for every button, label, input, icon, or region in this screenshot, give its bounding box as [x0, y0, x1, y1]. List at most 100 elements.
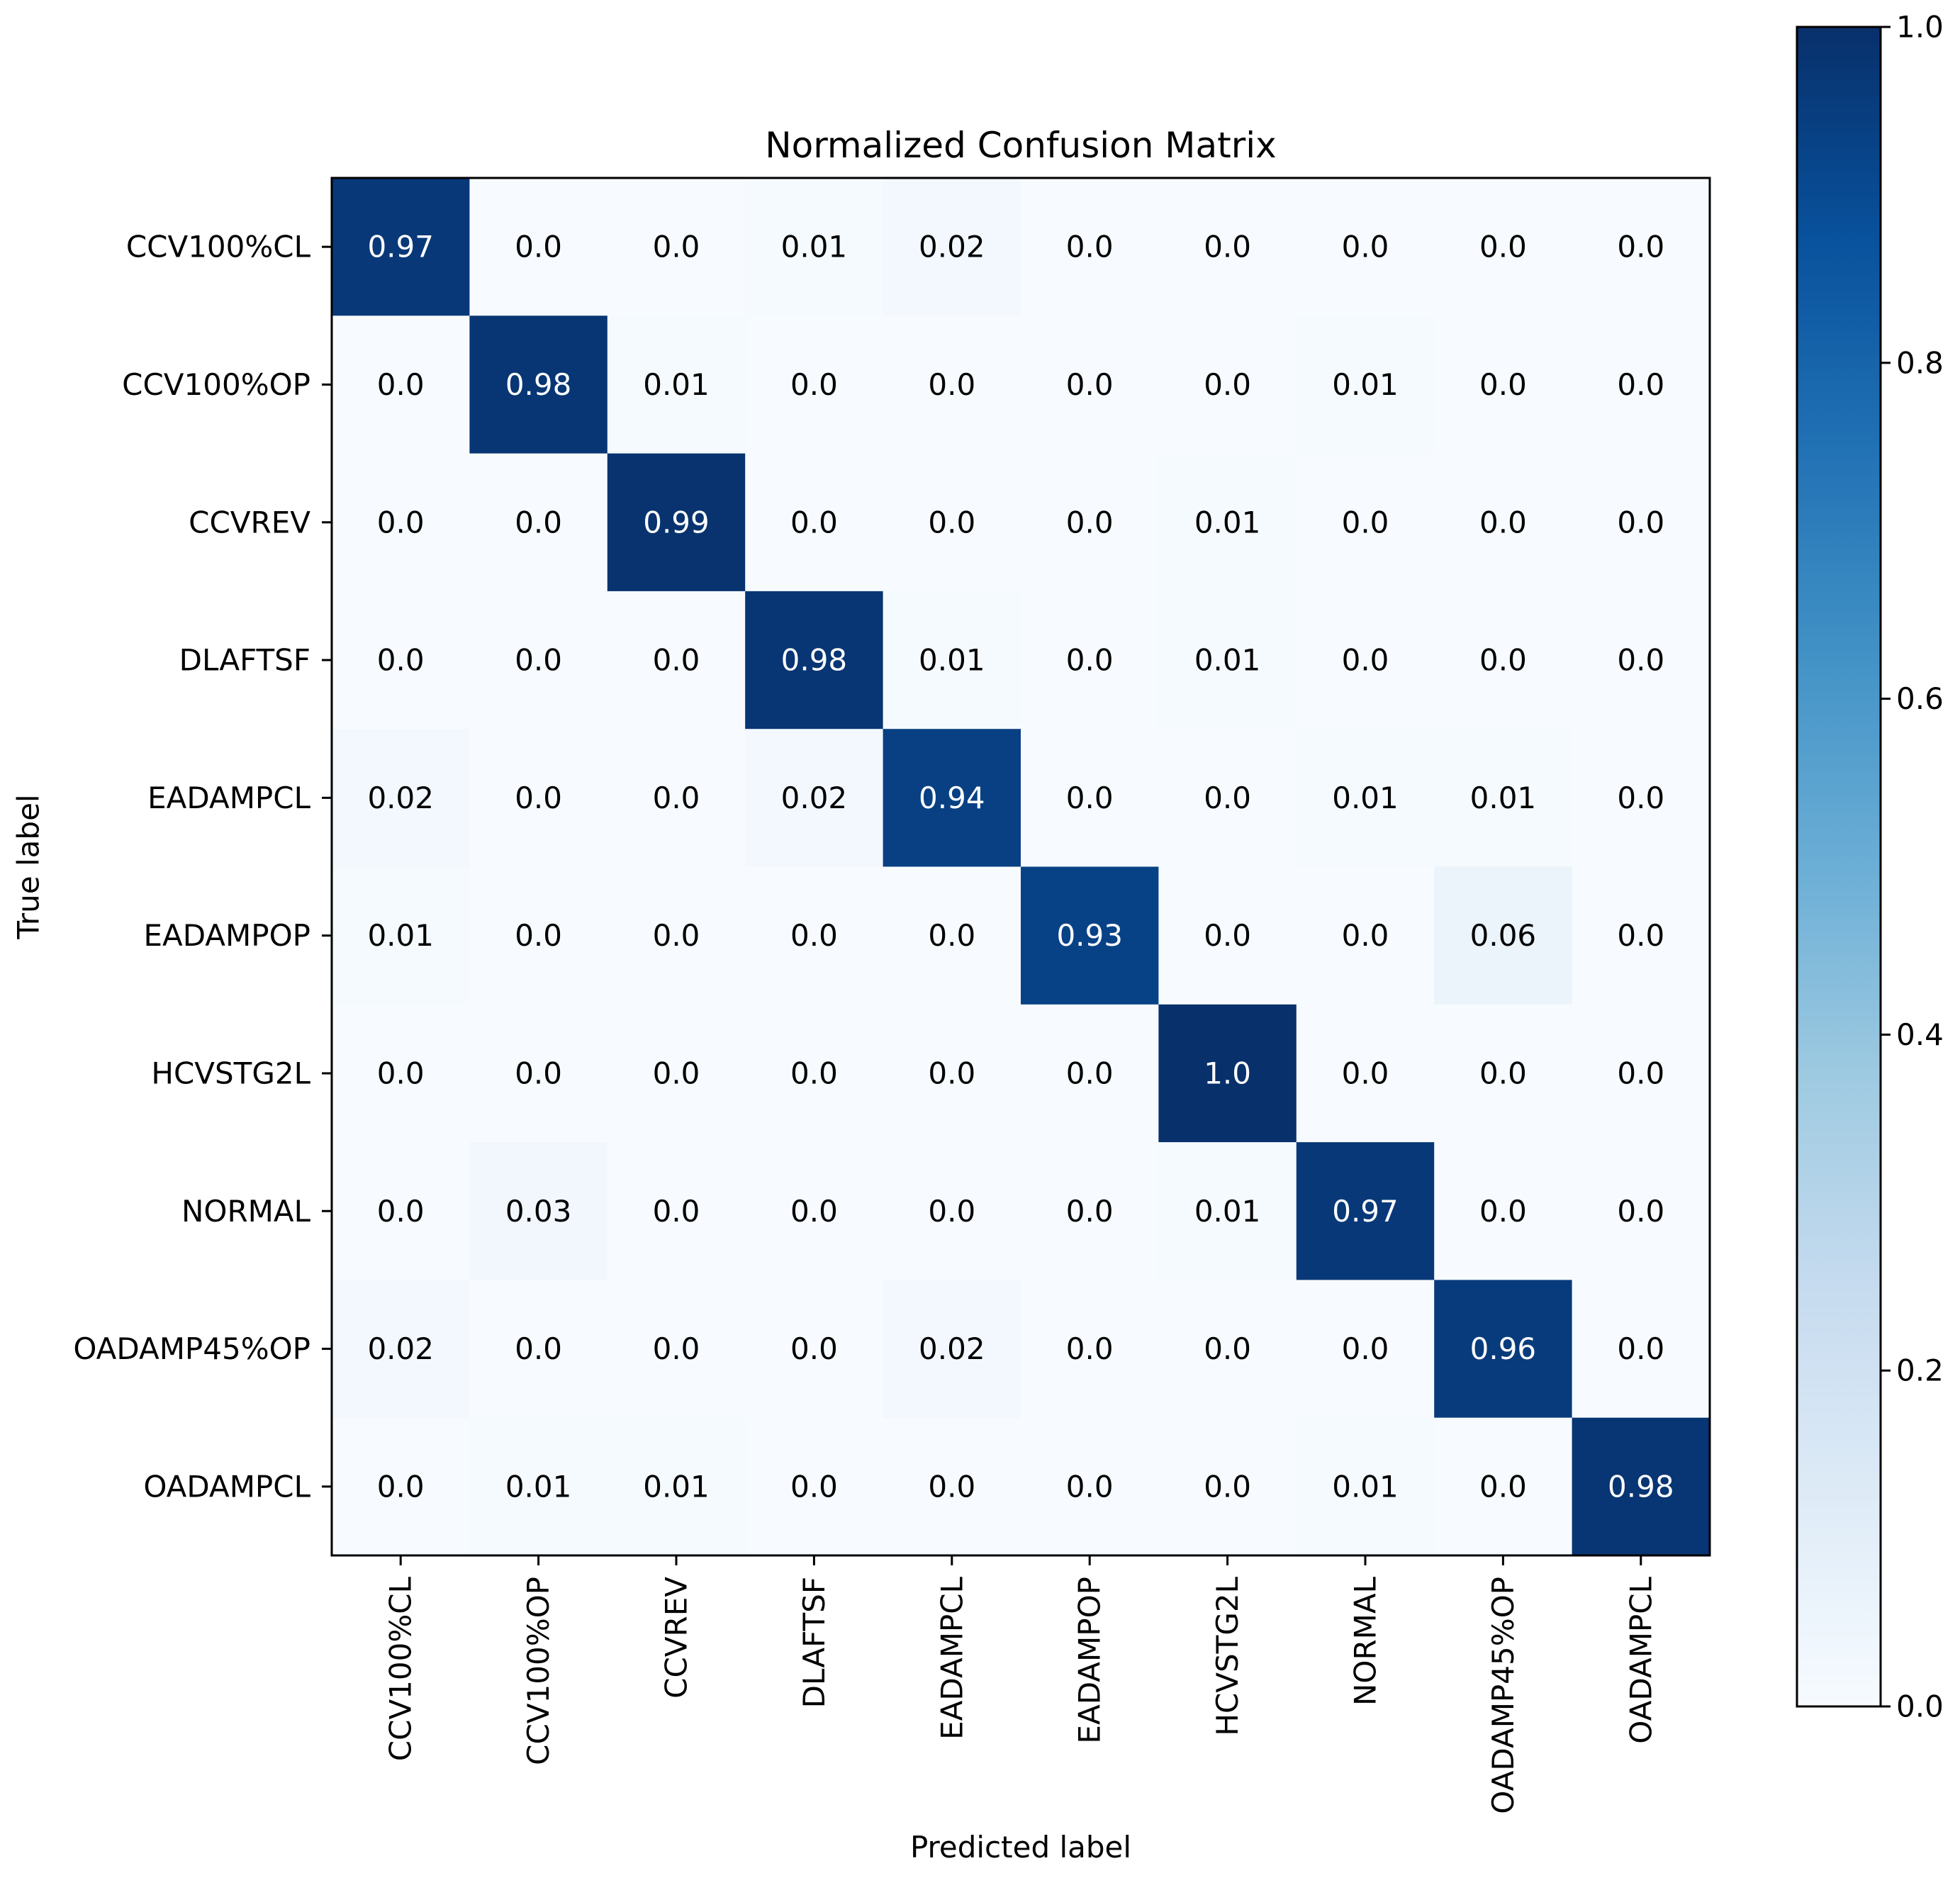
cell-value-label: 0.0 [790, 1331, 838, 1366]
cell-value-label: 0.0 [928, 918, 975, 953]
heatmap-cell [1572, 591, 1710, 730]
heatmap-cell [332, 866, 470, 1005]
heatmap-cell [883, 1004, 1021, 1143]
chart-title: Normalized Confusion Matrix [765, 125, 1276, 166]
heatmap-cell [883, 315, 1021, 454]
cell-value-label: 0.01 [1194, 643, 1261, 678]
cell-value-label: 0.0 [377, 1194, 425, 1229]
cell-value-label: 0.0 [515, 505, 562, 540]
x-axis-label: Predicted label [910, 1830, 1131, 1865]
x-tick-label: NORMAL [1348, 1576, 1383, 1706]
heatmap-cell [1434, 1142, 1573, 1280]
heatmap-cell [607, 1004, 746, 1143]
cell-value-label: 0.0 [1204, 918, 1251, 953]
cell-value-label: 0.0 [1342, 1331, 1389, 1366]
cell-value-label: 0.0 [1617, 230, 1664, 264]
heatmap-cell [1021, 178, 1159, 316]
cell-value-label: 0.0 [1066, 1331, 1114, 1366]
cell-value-label: 0.01 [1332, 1469, 1399, 1504]
heatmap-cell [1434, 453, 1573, 592]
y-tick-label: CCV100%OP [122, 367, 310, 402]
cell-value-label: 0.0 [377, 643, 425, 678]
heatmap-cell [1434, 315, 1573, 454]
heatmap-cell [332, 1142, 470, 1280]
heatmap-cell [745, 1004, 884, 1143]
cell-value-label: 0.02 [367, 1331, 434, 1366]
heatmap-cell [1296, 1417, 1435, 1556]
cell-value-label: 0.0 [1617, 505, 1664, 540]
heatmap-cell [1572, 729, 1710, 867]
cell-value-label: 0.94 [919, 781, 985, 815]
x-tick-label: OADAMPCL [1623, 1576, 1658, 1743]
heatmap-cell [1296, 315, 1435, 454]
cell-value-label: 0.0 [1617, 1194, 1664, 1229]
colorbar-tick-label: 0.6 [1896, 681, 1944, 716]
heatmap-cell [1158, 866, 1297, 1005]
cell-value-label: 0.01 [1470, 781, 1537, 815]
cell-value-label: 0.0 [1066, 367, 1114, 402]
heatmap-cell [745, 591, 884, 730]
colorbar-tick-label: 0.0 [1896, 1689, 1944, 1724]
cell-value-label: 0.0 [1479, 1469, 1527, 1504]
heatmap-cell [745, 178, 884, 316]
cell-value-label: 0.0 [928, 1469, 975, 1504]
x-tick-label: HCVSTG2L [1210, 1576, 1245, 1736]
y-tick-label: EADAMPOP [143, 918, 310, 953]
heatmap-cell [469, 591, 608, 730]
heatmap-cell [607, 178, 746, 316]
cell-value-label: 0.0 [1479, 367, 1527, 402]
cell-value-label: 0.0 [928, 367, 975, 402]
cell-value-label: 0.0 [1204, 781, 1251, 815]
cell-value-label: 0.0 [515, 918, 562, 953]
heatmap-cell [607, 729, 746, 867]
heatmap-cell [332, 453, 470, 592]
colorbar [1796, 26, 1882, 1708]
heatmap-cell [1572, 1280, 1710, 1419]
heatmap-cell [332, 1004, 470, 1143]
cell-value-label: 0.01 [781, 230, 848, 264]
heatmap-cell [1296, 866, 1435, 1005]
cell-value-label: 0.0 [1617, 781, 1664, 815]
heatmap-cell [469, 1142, 608, 1280]
heatmap-cell [745, 729, 884, 867]
heatmap-cell [745, 453, 884, 592]
heatmap-cell [1572, 1142, 1710, 1280]
cell-value-label: 0.01 [1332, 367, 1399, 402]
cell-value-label: 0.0 [928, 1056, 975, 1090]
heatmap-cell [1434, 1004, 1573, 1143]
heatmap-cell [1434, 866, 1573, 1005]
heatmap-cell [745, 1142, 884, 1280]
cell-value-label: 0.0 [1342, 643, 1389, 678]
heatmap-cell [1572, 315, 1710, 454]
cell-value-label: 0.0 [653, 1056, 700, 1090]
cell-value-label: 0.0 [1479, 1194, 1527, 1229]
colorbar-tick-label: 0.8 [1896, 345, 1944, 380]
cell-value-label: 0.0 [1066, 230, 1114, 264]
heatmap-cell [469, 1004, 608, 1143]
cell-value-label: 0.0 [377, 1469, 425, 1504]
y-tick-label: CCV100%CL [126, 230, 311, 264]
heatmap-cell [745, 1280, 884, 1419]
heatmap-cell [607, 1417, 746, 1556]
colorbar-ticks: 0.0 0.2 0.4 0.6 0.8 1.0 [1881, 10, 1944, 1724]
heatmap-cell [607, 591, 746, 730]
heatmap-cell [1158, 1417, 1297, 1556]
cell-value-label: 0.0 [1342, 1056, 1389, 1090]
cell-value-label: 0.0 [790, 1194, 838, 1229]
heatmap-cell [883, 1142, 1021, 1280]
colorbar-tick-label: 0.4 [1896, 1017, 1944, 1052]
colorbar-tick-label: 0.2 [1896, 1353, 1944, 1388]
heatmap-cell [1021, 1280, 1159, 1419]
cell-value-label: 0.98 [1608, 1469, 1674, 1504]
heatmap-cell [883, 178, 1021, 316]
heatmap-cell [1434, 178, 1573, 316]
heatmap-cell [1572, 453, 1710, 592]
cell-value-label: 0.0 [1066, 1194, 1114, 1229]
heatmap-cell [883, 1280, 1021, 1419]
y-tick-label: DLAFTSF [179, 643, 310, 678]
heatmap-cell [1434, 1280, 1573, 1419]
heatmap-cell [469, 729, 608, 867]
cell-value-label: 0.0 [1066, 1469, 1114, 1504]
heatmap-cell [1158, 453, 1297, 592]
